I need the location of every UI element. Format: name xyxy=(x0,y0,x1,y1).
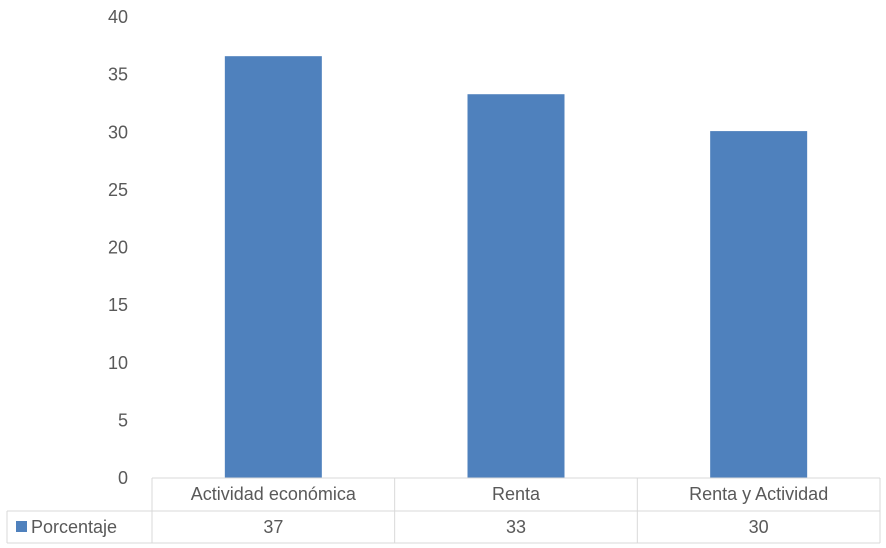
table-value: 33 xyxy=(506,517,526,537)
data-table: Actividad económica Renta Renta y Activida… xyxy=(6,477,881,544)
y-tick-label: 40 xyxy=(108,7,128,27)
y-tick-label: 35 xyxy=(108,65,128,85)
y-axis: 0 5 10 15 20 25 30 35 40 xyxy=(108,7,128,488)
legend-swatch xyxy=(16,521,27,532)
bar xyxy=(467,94,565,478)
bar xyxy=(710,131,808,478)
y-tick-label: 0 xyxy=(118,468,128,488)
bar xyxy=(224,56,322,479)
x-tick-label: Renta xyxy=(492,484,541,504)
y-tick-label: 20 xyxy=(108,238,128,258)
x-tick-label: Renta y Actividad xyxy=(689,484,828,504)
table-value: 30 xyxy=(749,517,769,537)
y-tick-label: 30 xyxy=(108,122,128,142)
bars xyxy=(224,56,808,479)
y-tick-label: 5 xyxy=(118,410,128,430)
legend-label: Porcentaje xyxy=(31,517,117,537)
x-tick-label: Actividad económica xyxy=(191,484,357,504)
table-value: 37 xyxy=(263,517,283,537)
y-tick-label: 15 xyxy=(108,295,128,315)
y-tick-label: 25 xyxy=(108,180,128,200)
y-tick-label: 10 xyxy=(108,353,128,373)
